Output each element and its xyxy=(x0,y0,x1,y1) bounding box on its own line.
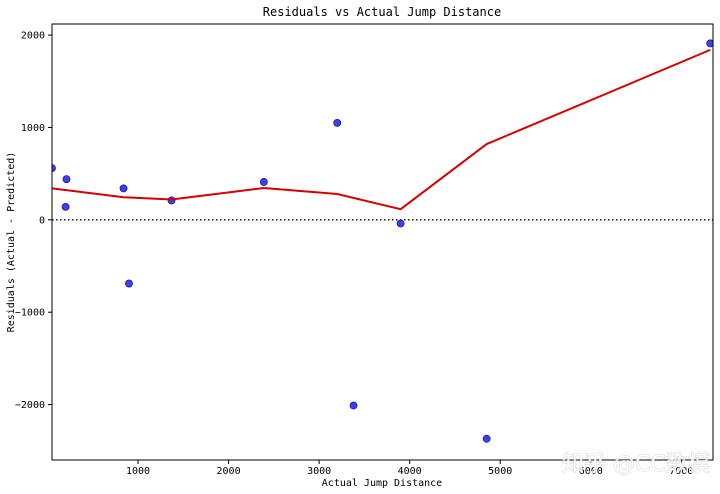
y-tick-label-1000: 1000 xyxy=(21,123,45,134)
data-point-9 xyxy=(349,401,358,410)
data-point-8 xyxy=(333,118,342,127)
data-point-3 xyxy=(62,175,71,184)
x-tick-label-5000: 5000 xyxy=(488,466,512,477)
x-tick-label-2000: 2000 xyxy=(217,466,241,477)
y-tick-label-0: 0 xyxy=(39,215,45,226)
x-tick-label-1000: 1000 xyxy=(126,466,150,477)
data-point-12 xyxy=(706,39,713,48)
plot-area xyxy=(52,39,713,443)
x-tick-label-6000: 6000 xyxy=(579,466,603,477)
y-tick-label-2000: 2000 xyxy=(21,31,45,42)
y-tick-label--2000: −2000 xyxy=(15,400,45,411)
y-tick-label--1000: −1000 xyxy=(15,308,45,319)
x-tick-label-3000: 3000 xyxy=(307,466,331,477)
data-point-11 xyxy=(482,434,491,443)
x-axis-label: Actual Jump Distance xyxy=(322,478,442,489)
axes: 1000 2000 3000 4000 5000 6000 7000 −2000 −1000 0 1… xyxy=(15,23,714,477)
x-tick-label-4000: 4000 xyxy=(398,466,422,477)
watermark-text: 知乎 @CC数模 xyxy=(562,452,710,477)
data-point-5 xyxy=(125,279,133,288)
data-point-7 xyxy=(259,178,268,186)
chart-title: Residuals vs Actual Jump Distance xyxy=(263,5,501,19)
x-tick-label-7000: 7000 xyxy=(669,466,693,477)
y-axis-label: Residuals (Actual - Predicted) xyxy=(6,152,17,333)
data-point-10 xyxy=(396,219,405,228)
data-point-2 xyxy=(61,202,70,211)
trend-line xyxy=(52,48,711,211)
data-point-4 xyxy=(119,184,128,193)
axes-frame xyxy=(51,23,714,461)
